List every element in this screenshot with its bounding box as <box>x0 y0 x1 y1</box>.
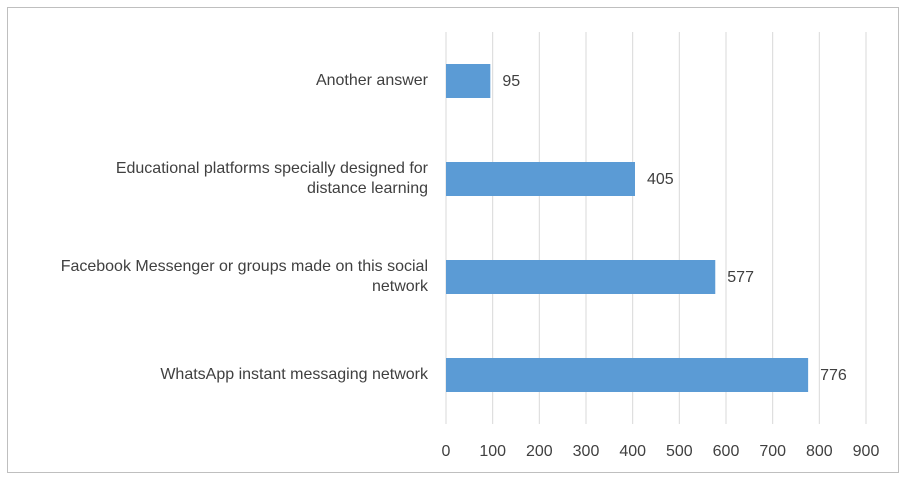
x-tick-label: 100 <box>479 443 506 460</box>
x-tick-label: 300 <box>573 443 600 460</box>
y-tick-label: WhatsApp instant messaging network <box>160 366 428 383</box>
x-tick-label: 0 <box>442 443 451 460</box>
value-label: 577 <box>727 269 754 286</box>
chart-frame <box>7 7 899 473</box>
bar <box>446 358 809 392</box>
value-label: 776 <box>820 367 847 384</box>
x-tick-label: 700 <box>759 443 786 460</box>
x-tick-label: 400 <box>619 443 646 460</box>
y-tick-label: Facebook Messenger or groups made on thi… <box>60 258 428 295</box>
bar <box>446 64 491 98</box>
value-label: 95 <box>502 73 520 90</box>
value-label: 405 <box>647 171 674 188</box>
x-tick-label: 600 <box>713 443 740 460</box>
bar <box>446 162 635 196</box>
y-tick-label: Educational platforms specially designed… <box>115 160 428 197</box>
y-tick-label: Another answer <box>315 72 428 89</box>
x-tick-label: 200 <box>526 443 553 460</box>
x-tick-label: 500 <box>666 443 693 460</box>
bar <box>446 260 716 294</box>
x-tick-label: 900 <box>853 443 880 460</box>
x-tick-label: 800 <box>806 443 833 460</box>
